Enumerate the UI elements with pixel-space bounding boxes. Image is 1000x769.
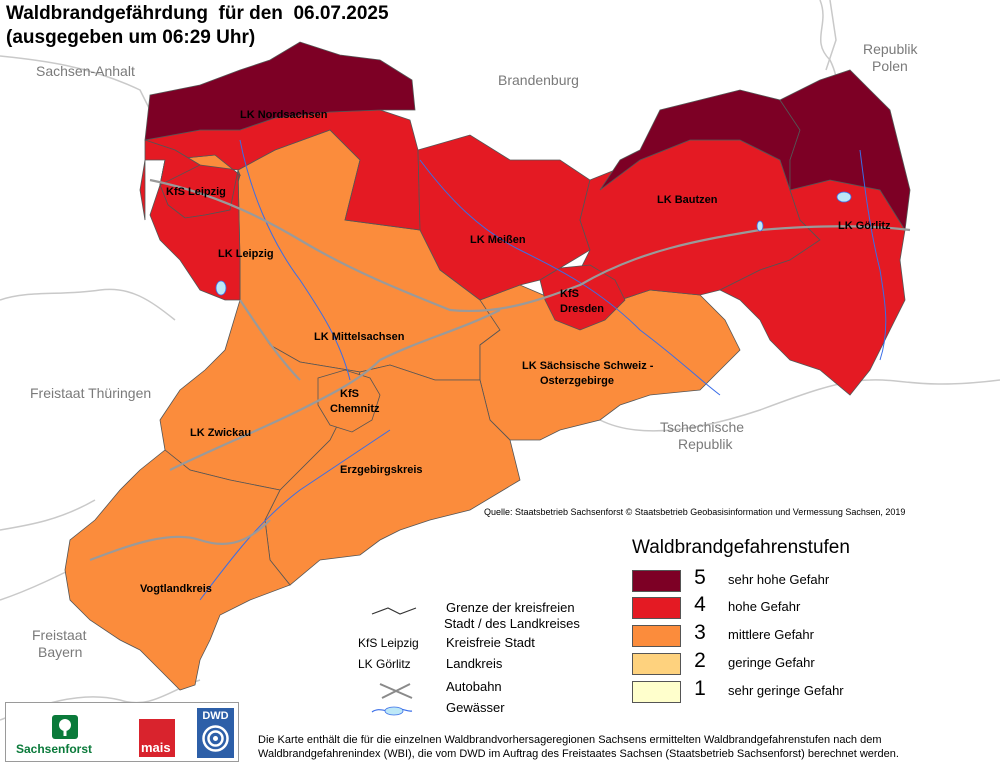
- region-level-5: [144, 41, 911, 232]
- region-chemnitz: [317, 369, 381, 433]
- legend-swatch-5: [632, 570, 681, 592]
- title-line2: (ausgegeben um 06:29 Uhr): [6, 27, 256, 48]
- label-mittelsachsen: LK Mittelsachsen: [314, 331, 405, 343]
- rivers: [199, 139, 887, 601]
- legend-label-2: geringe Gefahr: [728, 655, 815, 670]
- legend-level-5: 5: [694, 566, 706, 589]
- mais-logo: mais: [139, 719, 175, 757]
- key-autobahn-label: Autobahn: [446, 679, 502, 694]
- region-goerlitz: [719, 179, 906, 396]
- key-city-sample: KfS Leipzig: [358, 636, 419, 650]
- label-nordsachsen: LK Nordsachsen: [240, 109, 328, 121]
- legend-label-5: sehr hohe Gefahr: [728, 572, 830, 587]
- legend-label-3: mittlere Gefahr: [728, 627, 814, 642]
- autobahn-network: [89, 178, 911, 562]
- neighbor-thueringen: Freistaat Thüringen: [30, 385, 151, 401]
- label-leipzig-city: KfS Leipzig: [166, 186, 226, 198]
- sachsenforst-logo-text: Sachsenforst: [16, 742, 93, 756]
- label-bautzen: LK Bautzen: [657, 194, 718, 206]
- region-goerlitz-north: [779, 69, 911, 232]
- label-zwickau: LK Zwickau: [190, 427, 251, 439]
- label-dresden-line1: KfS: [560, 288, 579, 300]
- dwd-logo: DWD: [197, 708, 234, 758]
- legend-swatch-2: [632, 653, 681, 675]
- map-title: Waldbrandgefährdung für den 06.07.2025 (…: [6, 2, 389, 50]
- title-line1: Waldbrandgefährdung für den 06.07.2025: [6, 3, 389, 24]
- label-saechsische-schweiz-line1: LK Sächsische Schweiz -: [522, 360, 654, 372]
- legend-label-4: hohe Gefahr: [728, 599, 801, 614]
- key-county-label: Landkreis: [446, 656, 503, 671]
- legend-level-1: 1: [694, 677, 706, 700]
- label-meissen: LK Meißen: [470, 234, 526, 246]
- footnote: Die Karte enthält die für die einzelnen …: [258, 734, 899, 760]
- label-dresden-line2: Dresden: [560, 303, 604, 315]
- region-leipzig: [139, 139, 241, 301]
- legend-swatch-1: [632, 681, 681, 703]
- label-leipzig: LK Leipzig: [218, 248, 274, 260]
- legend-level-3: 3: [694, 621, 706, 644]
- label-erzgebirge: Erzgebirgskreis: [340, 464, 423, 476]
- state-borders: [0, 0, 1000, 721]
- neighbor-brandenburg: Brandenburg: [498, 72, 579, 88]
- legend-label-1: sehr geringe Gefahr: [728, 683, 844, 698]
- neighbor-tschechien-line2: Republik: [678, 436, 733, 452]
- mais-logo-text: mais: [141, 740, 171, 755]
- region-nordsachsen-north: [144, 41, 416, 141]
- sachsenforst-logo-icon: [52, 715, 78, 739]
- legend-level-2: 2: [694, 649, 706, 672]
- neighbor-sachsen-anhalt: Sachsen-Anhalt: [36, 63, 135, 79]
- dwd-logo-text: DWD: [202, 710, 229, 722]
- neighbor-polen-line2: Polen: [872, 58, 908, 74]
- region-level-4: [139, 109, 906, 396]
- legend-swatch-4: [632, 597, 681, 619]
- neighbor-bayern-line1: Freistaat: [32, 627, 87, 643]
- region-dresden: [539, 264, 626, 331]
- label-chemnitz-line2: Chemnitz: [330, 403, 380, 415]
- key-water-label: Gewässer: [446, 700, 505, 715]
- logo-panel: Sachsenforst mais DWD: [5, 702, 239, 762]
- key-border-line1: Grenze der kreisfreien: [446, 600, 575, 615]
- water-symbol-icon: [371, 706, 413, 716]
- label-goerlitz: LK Görlitz: [838, 220, 891, 232]
- legend-swatch-3: [632, 625, 681, 647]
- key-county-sample: LK Görlitz: [358, 657, 411, 671]
- autobahn-symbol-icon: [379, 683, 413, 699]
- key-border-line2: Stadt / des Landkreises: [444, 616, 580, 631]
- neighbor-polen-line1: Republik: [863, 41, 918, 57]
- dwd-spiral-icon: [202, 725, 229, 752]
- legend-level-4: 4: [694, 593, 706, 616]
- lakes: [215, 191, 852, 296]
- border-symbol-icon: [371, 607, 417, 615]
- region-meissen: [417, 134, 591, 301]
- source-note: Quelle: Staatsbetrieb Sachsenforst © Sta…: [484, 507, 906, 517]
- label-vogtland: Vogtlandkreis: [140, 583, 212, 595]
- neighbor-bayern-line2: Bayern: [38, 644, 82, 660]
- key-city-label: Kreisfreie Stadt: [446, 635, 535, 650]
- region-vogtland: [64, 449, 291, 691]
- legend-title: Waldbrandgefahrenstufen: [632, 537, 850, 558]
- neighbor-tschechien-line1: Tschechische: [660, 419, 744, 435]
- label-saechsische-schweiz-line2: Osterzgebirge: [540, 375, 614, 387]
- label-chemnitz-line1: KfS: [340, 388, 359, 400]
